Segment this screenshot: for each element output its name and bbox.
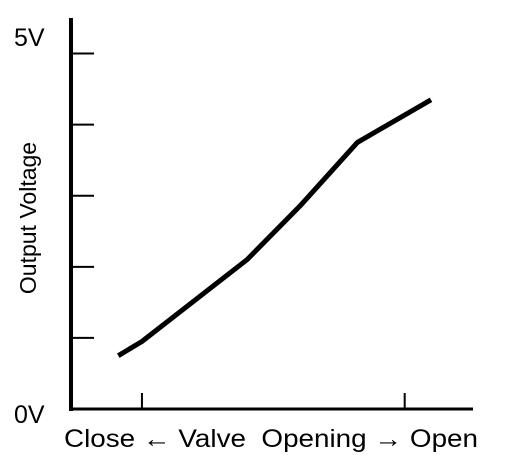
y-axis-label: Output Voltage — [15, 142, 41, 294]
series-line-0 — [117, 97, 433, 358]
x-ticks — [140, 393, 406, 409]
axes — [69, 18, 473, 411]
series-layer — [117, 97, 433, 358]
y-tick-label-0v: 0V — [14, 401, 45, 429]
y-tick-label-5v: 5V — [14, 24, 45, 52]
x-axis-label: Close ← Valve Opening → Open — [64, 425, 478, 453]
y-ticks — [71, 52, 94, 339]
